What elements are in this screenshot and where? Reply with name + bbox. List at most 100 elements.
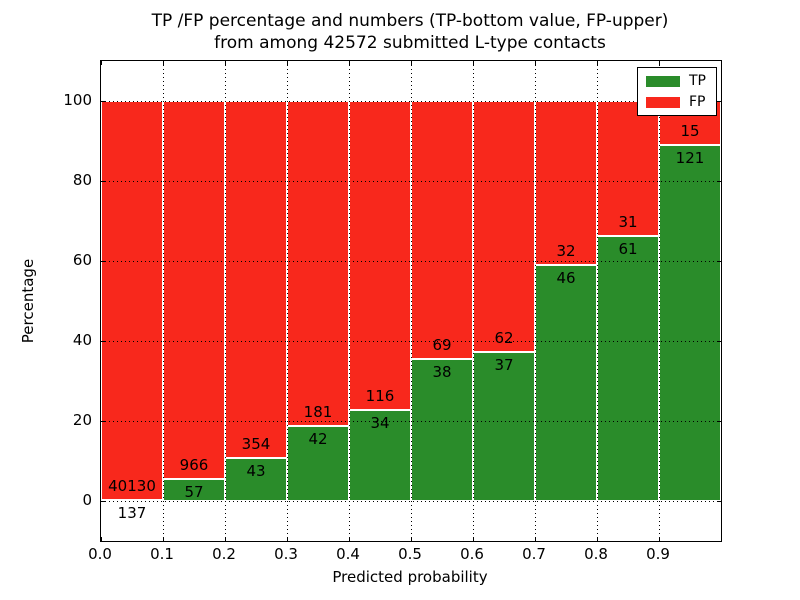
tp-bar-segment (659, 145, 721, 501)
tp-bar-segment (287, 425, 349, 501)
y-tick-label: 20 (72, 411, 92, 429)
vertical-gridline (410, 61, 412, 541)
x-tick-mark (596, 537, 598, 541)
x-tick-label: 0.4 (336, 545, 360, 563)
fp-legend-swatch (646, 96, 680, 108)
x-tick-mark (410, 537, 412, 541)
fp-bar-segment (287, 101, 349, 426)
x-tick-mark-top (658, 61, 660, 65)
y-tick-mark-right (717, 500, 721, 502)
fp-count-label: 32 (556, 242, 576, 261)
x-tick-label: 0.0 (88, 545, 112, 563)
tp-bar-segment (473, 351, 535, 501)
x-tick-label: 0.7 (522, 545, 546, 563)
tp-count-label: 42 (308, 429, 328, 448)
fp-bar-segment (225, 101, 287, 458)
vertical-gridline (162, 61, 164, 541)
tp-bar-segment (411, 358, 473, 501)
x-tick-mark-top (162, 61, 164, 65)
y-tick-mark (101, 260, 105, 262)
x-axis-label: Predicted probability (332, 568, 488, 586)
fp-bar-segment (163, 101, 225, 479)
fp-bar-segment (101, 101, 163, 500)
fp-count-label: 966 (179, 455, 209, 474)
x-tick-label: 0.2 (212, 545, 236, 563)
chart-title-line1: TP /FP percentage and numbers (TP-bottom… (151, 11, 669, 31)
x-tick-mark (472, 537, 474, 541)
tp-count-label: 37 (494, 355, 514, 374)
x-tick-label: 0.3 (274, 545, 298, 563)
y-tick-mark-right (717, 100, 721, 102)
fp-count-label: 31 (618, 212, 638, 231)
vertical-gridline (658, 61, 660, 541)
x-tick-mark-top (286, 61, 288, 65)
y-tick-mark (101, 420, 105, 422)
y-tick-label: 60 (72, 251, 92, 269)
fp-count-label: 15 (680, 122, 700, 141)
plot-area: 137 40130 57 966 43 354 42 181 34 116 38 69 37 62 46 32… (100, 60, 722, 542)
fp-count-label: 69 (432, 335, 452, 354)
y-tick-mark (101, 340, 105, 342)
x-tick-mark-top (472, 61, 474, 65)
vertical-gridline (472, 61, 474, 541)
legend: TP FP (637, 67, 717, 116)
y-tick-mark-right (717, 420, 721, 422)
x-tick-label: 0.6 (460, 545, 484, 563)
x-tick-mark-top (348, 61, 350, 65)
tp-count-label: 38 (432, 362, 452, 381)
vertical-gridline (224, 61, 226, 541)
y-tick-mark (101, 100, 105, 102)
vertical-gridline (534, 61, 536, 541)
fp-count-label: 116 (365, 387, 395, 406)
y-tick-mark-right (717, 180, 721, 182)
tp-count-label: 137 (117, 503, 147, 522)
chart-title-line2: from among 42572 submitted L-type contac… (214, 33, 606, 53)
x-tick-label: 0.1 (150, 545, 174, 563)
vertical-gridline (348, 61, 350, 541)
tp-legend-swatch (646, 75, 680, 87)
x-tick-label: 0.5 (398, 545, 422, 563)
tp-bar-segment (535, 265, 597, 501)
y-tick-label: 100 (63, 91, 92, 109)
x-tick-mark (534, 537, 536, 541)
tp-bar-segment (225, 457, 287, 501)
legend-item-tp: TP (646, 74, 706, 88)
y-tick-label: 0 (82, 491, 92, 509)
x-tick-mark-top (534, 61, 536, 65)
tp-count-label: 121 (675, 149, 705, 168)
tp-legend-label: TP (689, 73, 706, 89)
y-tick-label: 40 (72, 331, 92, 349)
legend-item-fp: FP (646, 95, 706, 109)
fp-count-label: 181 (303, 402, 333, 421)
fp-bar-segment (473, 101, 535, 352)
x-tick-mark-top (596, 61, 598, 65)
tp-count-label: 57 (184, 482, 204, 501)
x-tick-mark (224, 537, 226, 541)
x-tick-mark (100, 537, 102, 541)
chart-title: TP /FP percentage and numbers (TP-bottom… (100, 10, 720, 54)
y-tick-label: 80 (72, 171, 92, 189)
x-tick-mark (348, 537, 350, 541)
x-tick-mark (162, 537, 164, 541)
x-tick-label: 0.9 (646, 545, 670, 563)
x-tick-mark-top (224, 61, 226, 65)
fp-count-label: 40130 (108, 476, 156, 495)
tp-count-label: 43 (246, 461, 266, 480)
vertical-gridline (286, 61, 288, 541)
tp-count-label: 61 (618, 239, 638, 258)
fp-bar-segment (411, 101, 473, 359)
x-tick-mark (286, 537, 288, 541)
y-tick-mark-right (717, 340, 721, 342)
fp-bar-segment (535, 101, 597, 266)
fp-bar-segment (349, 101, 411, 411)
x-tick-label: 0.8 (584, 545, 608, 563)
fp-legend-label: FP (689, 94, 706, 110)
tp-count-label: 46 (556, 269, 576, 288)
fp-count-label: 354 (241, 434, 271, 453)
tp-bar-segment (597, 235, 659, 501)
y-axis-label: Percentage (19, 258, 37, 344)
y-tick-mark-right (717, 260, 721, 262)
x-tick-mark-top (410, 61, 412, 65)
y-tick-mark (101, 500, 105, 502)
